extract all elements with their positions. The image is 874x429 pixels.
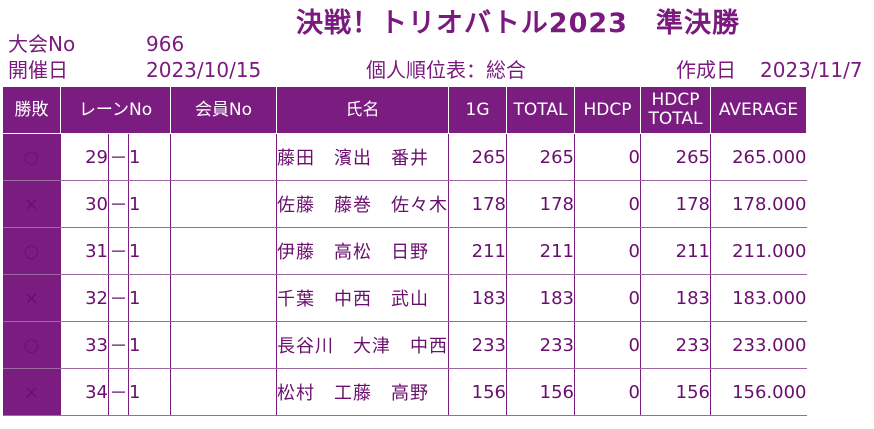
hdcp-value: 0	[574, 274, 641, 322]
member-no	[170, 227, 277, 275]
lane-position: 1	[128, 321, 171, 369]
game1-score: 156	[448, 368, 507, 416]
lane-separator: －	[108, 180, 129, 228]
average-score: 156.000	[710, 368, 807, 416]
lane-position: 1	[128, 274, 171, 322]
event-date-value: 2023/10/15	[146, 58, 262, 82]
table-row: × 30 － 1 佐藤 藤巻 佐々木 178 178 0 178 178.000	[2, 180, 807, 228]
col-lane-header: レーンNo	[60, 86, 171, 134]
lane-position: 1	[128, 133, 171, 181]
lane-separator: －	[108, 274, 129, 322]
result-mark: ○	[2, 227, 61, 275]
hdcp-value: 0	[574, 133, 641, 181]
player-names: 長谷川 大津 中西	[276, 321, 449, 369]
col-name-header: 氏名	[276, 86, 449, 134]
average-score: 211.000	[710, 227, 807, 275]
total-score: 211	[506, 227, 575, 275]
table-row: ○ 33 － 1 長谷川 大津 中西 233 233 0 233 233.000	[2, 321, 807, 369]
created-date-value: 2023/11/7	[760, 58, 863, 82]
player-names: 松村 工藤 高野	[276, 368, 449, 416]
average-score: 233.000	[710, 321, 807, 369]
col-result-header: 勝敗	[2, 86, 61, 134]
table-row: × 32 － 1 千葉 中西 武山 183 183 0 183 183.000	[2, 274, 807, 322]
col-total-header: TOTAL	[506, 86, 575, 134]
result-mark: ×	[2, 368, 61, 416]
lane-number: 30	[60, 180, 109, 228]
lane-position: 1	[128, 180, 171, 228]
created-date-label: 作成日	[676, 58, 736, 82]
lane-separator: －	[108, 133, 129, 181]
hdcp-total-score: 178	[640, 180, 711, 228]
member-no	[170, 133, 277, 181]
report-title: 個人順位表：総合	[366, 58, 526, 82]
game1-score: 178	[448, 180, 507, 228]
lane-number: 33	[60, 321, 109, 369]
col-member-header: 会員No	[170, 86, 277, 134]
table-row: ○ 29 － 1 藤田 濱出 番井 265 265 0 265 265.000	[2, 133, 807, 181]
total-score: 265	[506, 133, 575, 181]
table-row: × 34 － 1 松村 工藤 高野 156 156 0 156 156.000	[2, 368, 807, 416]
member-no	[170, 368, 277, 416]
player-names: 藤田 濱出 番井	[276, 133, 449, 181]
event-title: 決戦！トリオバトル2023 準決勝	[296, 8, 740, 39]
total-score: 233	[506, 321, 575, 369]
game1-score: 233	[448, 321, 507, 369]
lane-separator: －	[108, 321, 129, 369]
total-score: 156	[506, 368, 575, 416]
average-score: 178.000	[710, 180, 807, 228]
col-hdcp-total-line2: TOTAL	[648, 109, 703, 129]
col-average-header: AVERAGE	[710, 86, 807, 134]
player-names: 伊藤 高松 日野	[276, 227, 449, 275]
hdcp-total-score: 156	[640, 368, 711, 416]
hdcp-total-score: 233	[640, 321, 711, 369]
hdcp-value: 0	[574, 227, 641, 275]
ranking-table: 勝敗 レーンNo 会員No 氏名 1G TOTAL HDCP HDCP TOTA…	[2, 86, 807, 416]
col-hdcp-header: HDCP	[574, 86, 641, 134]
hdcp-total-score: 211	[640, 227, 711, 275]
tournament-no-label: 大会No	[8, 32, 76, 56]
hdcp-value: 0	[574, 321, 641, 369]
lane-number: 31	[60, 227, 109, 275]
member-no	[170, 274, 277, 322]
total-score: 178	[506, 180, 575, 228]
lane-number: 29	[60, 133, 109, 181]
result-mark: ○	[2, 133, 61, 181]
total-score: 183	[506, 274, 575, 322]
member-no	[170, 321, 277, 369]
hdcp-total-score: 183	[640, 274, 711, 322]
lane-number: 32	[60, 274, 109, 322]
result-mark: ×	[2, 274, 61, 322]
player-names: 佐藤 藤巻 佐々木	[276, 180, 449, 228]
lane-number: 34	[60, 368, 109, 416]
col-1g-header: 1G	[448, 86, 507, 134]
game1-score: 183	[448, 274, 507, 322]
tournament-no-value: 966	[146, 32, 185, 56]
lane-separator: －	[108, 368, 129, 416]
lane-position: 1	[128, 368, 171, 416]
hdcp-value: 0	[574, 368, 641, 416]
member-no	[170, 180, 277, 228]
col-hdcp-total-line1: HDCP	[651, 90, 700, 111]
table-row: ○ 31 － 1 伊藤 高松 日野 211 211 0 211 211.000	[2, 227, 807, 275]
hdcp-value: 0	[574, 180, 641, 228]
event-date-label: 開催日	[8, 58, 68, 82]
table-header-row: 勝敗 レーンNo 会員No 氏名 1G TOTAL HDCP HDCP TOTA…	[2, 86, 807, 134]
game1-score: 211	[448, 227, 507, 275]
result-mark: ×	[2, 180, 61, 228]
hdcp-total-score: 265	[640, 133, 711, 181]
average-score: 265.000	[710, 133, 807, 181]
lane-position: 1	[128, 227, 171, 275]
game1-score: 265	[448, 133, 507, 181]
result-mark: ○	[2, 321, 61, 369]
average-score: 183.000	[710, 274, 807, 322]
col-hdcp-total-header: HDCP TOTAL	[640, 86, 711, 134]
player-names: 千葉 中西 武山	[276, 274, 449, 322]
lane-separator: －	[108, 227, 129, 275]
